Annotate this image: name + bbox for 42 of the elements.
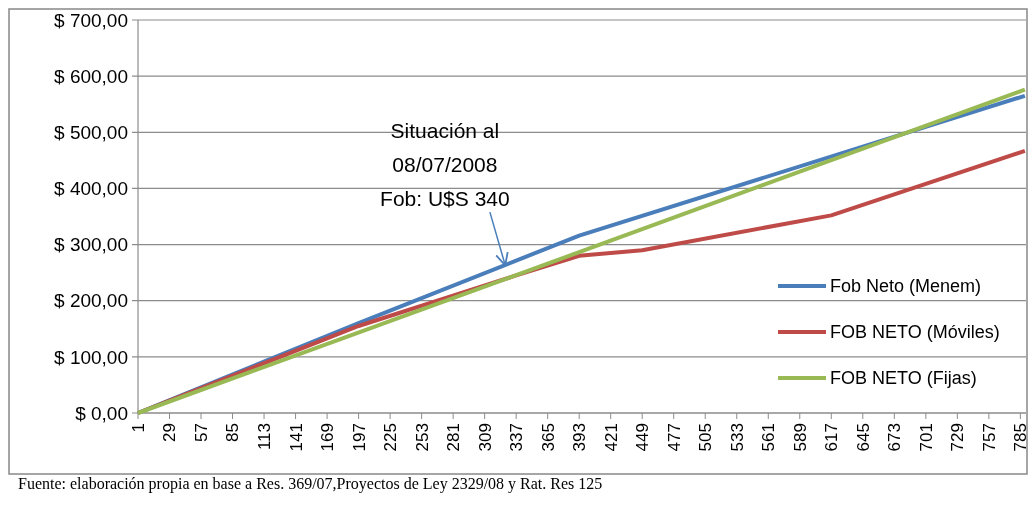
y-tick-label: $ 400,00	[54, 178, 128, 200]
annotation: Situación al 08/07/2008 Fob: U$S 340	[380, 119, 510, 211]
x-tick-label: 701	[916, 423, 936, 452]
x-tick-label: 29	[160, 423, 180, 442]
x-tick-label: 337	[507, 423, 527, 452]
y-tick-label: $ 700,00	[54, 9, 128, 31]
x-tick-label: 253	[412, 423, 432, 452]
x-tick-label: 617	[822, 423, 842, 452]
x-tick-label: 589	[790, 423, 810, 452]
x-tick-label: 645	[853, 423, 873, 452]
x-tick-label: 673	[885, 423, 905, 452]
y-tick-label: $ 300,00	[54, 234, 128, 256]
x-tick-label: 197	[349, 423, 369, 452]
x-tick-label: 561	[759, 423, 779, 452]
x-tick-label: 449	[633, 423, 653, 452]
x-tick-label: 169	[318, 423, 338, 452]
x-tick-label: 1	[128, 423, 148, 433]
x-tick-label: 393	[570, 423, 590, 452]
x-tick-label: 281	[444, 423, 464, 452]
x-tick-label: 365	[538, 423, 558, 452]
x-tick-label: 141	[286, 423, 306, 452]
x-tick-label: 225	[381, 423, 401, 452]
y-tick-label: $ 500,00	[54, 121, 128, 143]
x-tick-label: 533	[727, 423, 747, 452]
x-tick-label: 729	[948, 423, 968, 452]
legend-label: Fob Neto (Menem)	[830, 276, 982, 297]
y-tick-label: $ 600,00	[54, 65, 128, 87]
source-note: Fuente: elaboración propia en base a Res. 369/07,Proyectos de Ley 2329/08 y Rat. Res 125	[18, 475, 603, 493]
x-tick-label: 85	[223, 423, 243, 442]
x-tick-label: 57	[191, 423, 211, 442]
x-tick-label: 785	[1011, 423, 1031, 452]
x-tick-label: 477	[664, 423, 684, 452]
y-tick-label: $ 0,00	[75, 402, 128, 424]
legend-label: FOB NETO (Fijas)	[830, 368, 977, 389]
y-tick-label: $ 100,00	[54, 346, 128, 368]
x-tick-label: 421	[601, 423, 621, 452]
x-tick-label: 113	[255, 423, 274, 451]
x-tick-label: 309	[475, 423, 495, 452]
x-tick-label: 757	[979, 423, 999, 452]
y-tick-label: $ 200,00	[54, 290, 128, 312]
legend-label: FOB NETO (Móviles)	[830, 322, 1000, 343]
x-tick-label: 505	[696, 423, 716, 452]
